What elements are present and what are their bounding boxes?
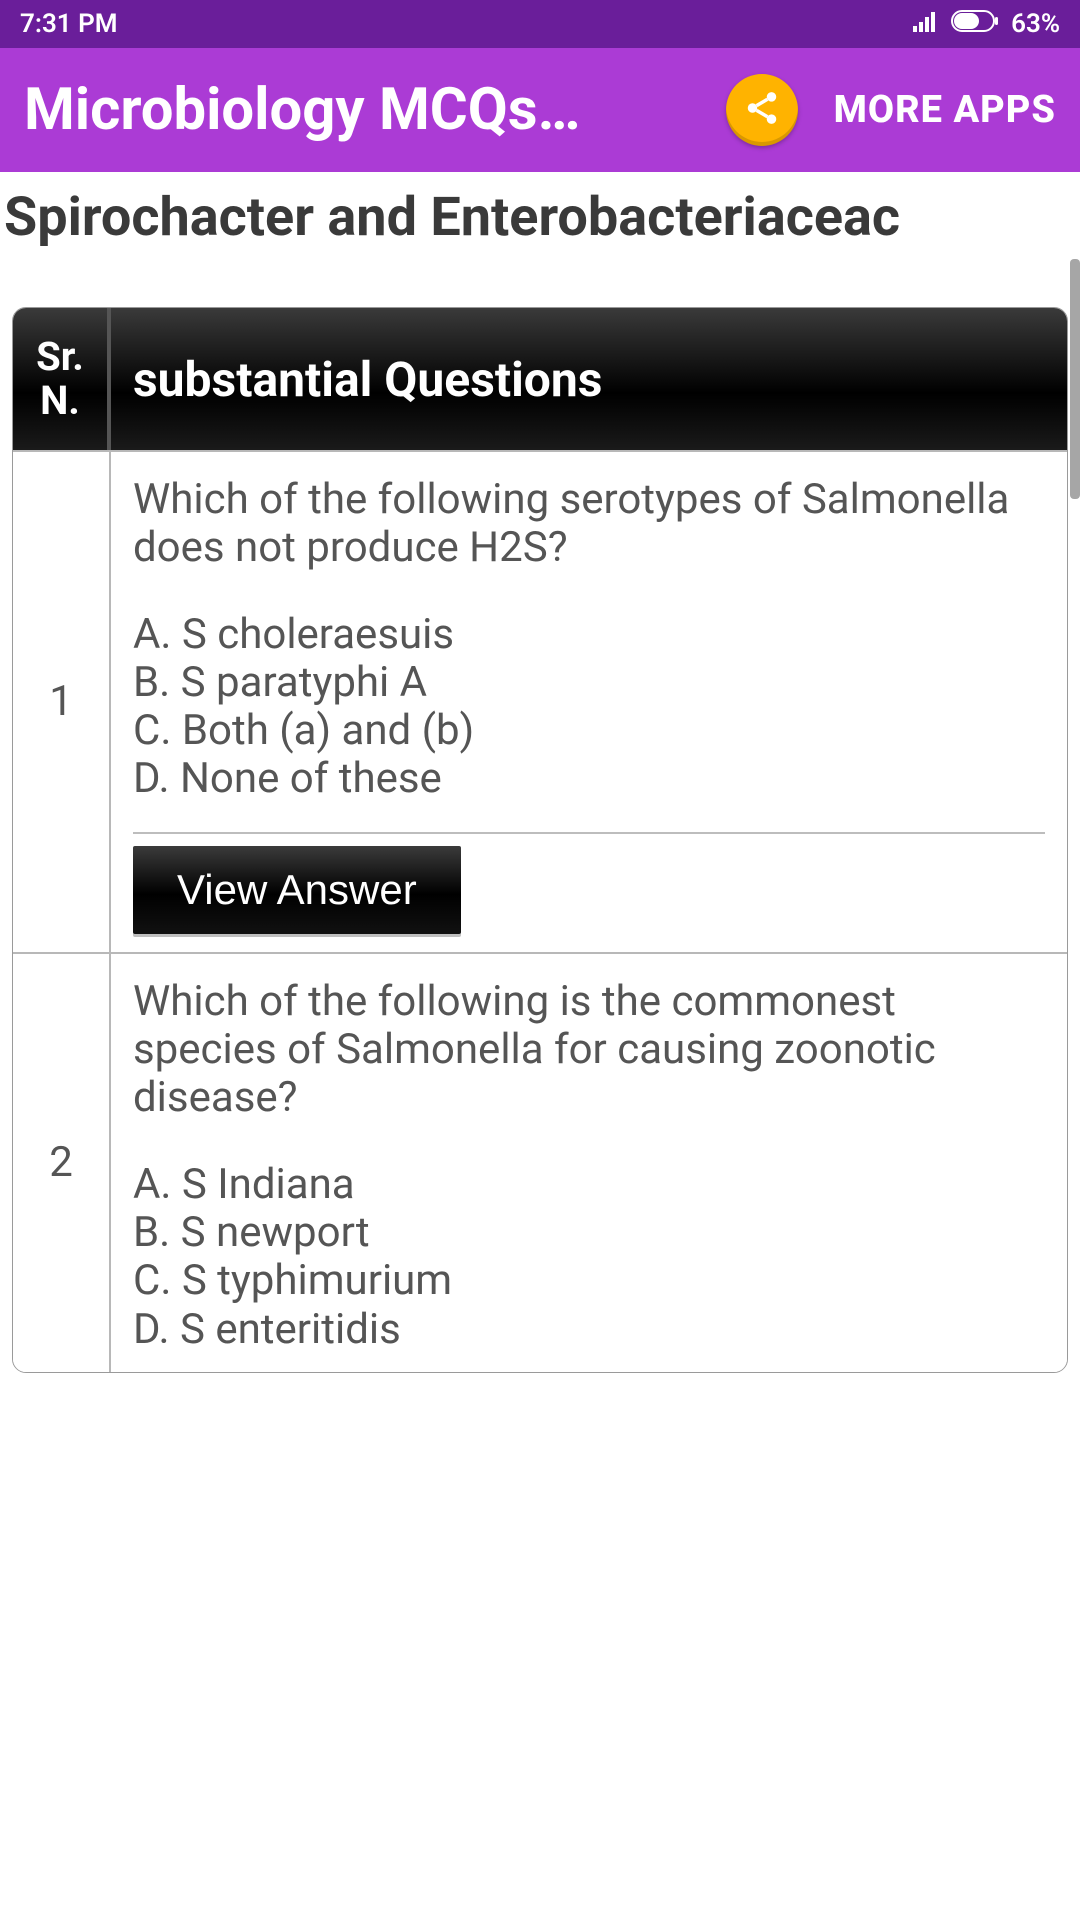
more-apps-button[interactable]: MORE APPS xyxy=(822,88,1056,132)
options-block: A. S Indiana B. S newport C. S typhimuri… xyxy=(133,1161,1045,1354)
table-row: 2 Which of the following is the commones… xyxy=(13,952,1067,1372)
status-bar: 7:31 PM 63% xyxy=(0,0,1080,48)
option-a: A. S Indiana xyxy=(133,1161,1045,1209)
row-question-cell: Which of the following serotypes of Salm… xyxy=(111,452,1067,952)
share-button[interactable] xyxy=(726,74,798,146)
row-serial: 2 xyxy=(13,954,111,1372)
option-a: A. S choleraesuis xyxy=(133,611,1045,659)
content-area: Sr. N. substantial Questions 1 Which of … xyxy=(0,259,1080,1920)
view-answer-button[interactable]: View Answer xyxy=(133,846,461,934)
questions-table: Sr. N. substantial Questions 1 Which of … xyxy=(12,307,1068,1373)
status-right-cluster: 63% xyxy=(913,9,1060,39)
table-row: 1 Which of the following serotypes of Sa… xyxy=(13,450,1067,952)
table-header: Sr. N. substantial Questions xyxy=(13,308,1067,450)
header-sr-line2: N. xyxy=(40,379,80,423)
option-b: B. S paratyphi A xyxy=(133,659,1045,707)
header-serial: Sr. N. xyxy=(13,308,111,450)
header-sr-line1: Sr. xyxy=(36,335,84,379)
battery-percent: 63% xyxy=(1011,9,1060,39)
option-d: D. S enteritidis xyxy=(133,1306,1045,1354)
row-serial: 1 xyxy=(13,452,111,952)
option-d: D. None of these xyxy=(133,755,1045,803)
option-c: C. S typhimurium xyxy=(133,1257,1045,1305)
question-text: Which of the following is the commonest … xyxy=(133,978,1045,1123)
row-question-cell: Which of the following is the commonest … xyxy=(111,954,1067,1372)
app-title: Microbiology MCQs… xyxy=(24,76,702,144)
option-c: C. Both (a) and (b) xyxy=(133,707,1045,755)
app-bar: Microbiology MCQs… MORE APPS xyxy=(0,48,1080,172)
option-b: B. S newport xyxy=(133,1209,1045,1257)
share-icon xyxy=(743,89,781,131)
signal-icon xyxy=(913,9,939,39)
divider xyxy=(133,832,1045,834)
status-time: 7:31 PM xyxy=(20,9,118,39)
battery-icon xyxy=(951,9,999,39)
scrollbar[interactable] xyxy=(1070,259,1080,499)
question-text: Which of the following serotypes of Salm… xyxy=(133,476,1045,573)
page-title: Spirochacter and Enterobacteriaceac xyxy=(0,172,1080,259)
header-question: substantial Questions xyxy=(111,308,1067,450)
options-block: A. S choleraesuis B. S paratyphi A C. Bo… xyxy=(133,611,1045,804)
